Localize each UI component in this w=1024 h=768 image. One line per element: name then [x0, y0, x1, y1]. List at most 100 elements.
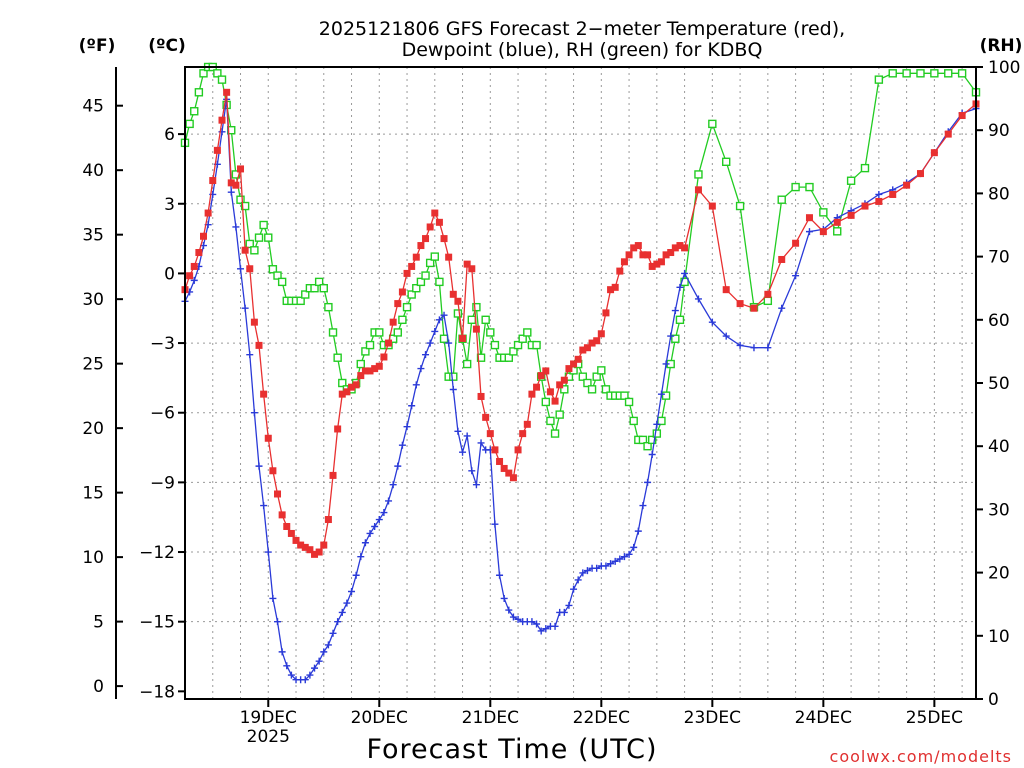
data-point [250, 409, 258, 417]
data-point [888, 69, 897, 78]
data-point [393, 328, 402, 337]
data-point [348, 588, 356, 595]
data-point [394, 300, 402, 308]
data-point [611, 283, 619, 291]
data-point [722, 157, 731, 167]
data-point [375, 516, 383, 524]
data-point [333, 353, 342, 362]
data-point [334, 425, 342, 433]
data-point [537, 627, 545, 635]
x-tick-label: 20DEC [351, 708, 408, 728]
data-point [657, 390, 665, 398]
data-point [593, 564, 601, 572]
data-point [435, 277, 444, 287]
x-tick-label: 22DEC [573, 708, 630, 728]
data-point [296, 296, 305, 306]
data-point [412, 284, 421, 293]
data-point [315, 657, 323, 665]
data-point [425, 258, 435, 268]
data-point [861, 202, 869, 210]
data-point [944, 69, 953, 78]
data-point [259, 220, 268, 230]
data-point [287, 671, 295, 679]
data-point [380, 353, 388, 361]
data-point [735, 201, 745, 211]
data-point [833, 227, 842, 236]
data-point [630, 543, 638, 551]
data-point [523, 420, 531, 428]
data-point [241, 246, 249, 254]
data-point [416, 277, 426, 287]
data-point [528, 618, 536, 626]
rh-tick-label: 40 [988, 437, 1010, 457]
data-point [616, 555, 624, 563]
data-point [570, 585, 578, 593]
data-point [671, 244, 679, 252]
data-point [375, 362, 383, 370]
data-point [237, 165, 245, 173]
data-point [847, 211, 855, 219]
data-point [661, 391, 671, 400]
series-temperature [181, 88, 980, 558]
data-point [213, 146, 221, 154]
celsius-tick-label: 3 [164, 195, 175, 215]
data-point [454, 427, 462, 435]
celsius-tick-label: −15 [139, 613, 175, 633]
data-point [587, 385, 597, 394]
data-point [385, 497, 393, 505]
data-point [708, 119, 717, 129]
data-point [194, 88, 204, 97]
data-point [324, 302, 333, 312]
data-point [375, 328, 384, 337]
data-point [778, 304, 786, 312]
data-point [403, 423, 411, 431]
fahrenheit-tick-label: 20 [82, 419, 104, 439]
fahrenheit-tick-label: 40 [82, 161, 104, 181]
data-point [763, 296, 773, 306]
data-point [459, 334, 467, 342]
data-point [338, 608, 346, 616]
data-point [311, 664, 319, 672]
data-point [200, 232, 208, 240]
data-point [246, 265, 254, 273]
data-point [195, 249, 203, 257]
data-point [277, 277, 287, 287]
data-point [662, 360, 670, 368]
data-point [421, 271, 430, 280]
data-point [639, 251, 647, 259]
data-point [593, 337, 601, 345]
data-point [361, 539, 369, 547]
data-point [361, 347, 370, 356]
data-point [264, 548, 272, 556]
data-point [324, 516, 332, 524]
series-relative-humidity [180, 62, 981, 451]
data-point [213, 69, 222, 78]
data-point [634, 527, 642, 535]
data-point [681, 269, 689, 277]
data-point [634, 242, 642, 250]
y-axis-celsius: −18 −15 −12 −9 −6 −3 0 3 6 [139, 125, 185, 702]
data-point [860, 163, 870, 173]
data-point [357, 372, 365, 380]
data-point [509, 613, 517, 621]
data-point [601, 385, 611, 394]
data-point [648, 262, 656, 270]
data-point [583, 567, 591, 575]
data-point [260, 502, 268, 510]
data-point [278, 648, 286, 656]
data-point [462, 359, 472, 369]
data-point [639, 502, 647, 510]
data-point [644, 478, 652, 486]
data-point [708, 202, 716, 210]
data-point [453, 309, 463, 318]
data-point [680, 277, 689, 287]
data-point [481, 315, 490, 324]
data-point [292, 536, 300, 544]
data-point [736, 341, 744, 349]
data-point [533, 383, 541, 391]
data-point [439, 334, 449, 343]
data-point [431, 327, 439, 335]
data-point [620, 553, 628, 561]
celsius-tick-label: 6 [164, 125, 175, 145]
data-point [792, 239, 800, 247]
